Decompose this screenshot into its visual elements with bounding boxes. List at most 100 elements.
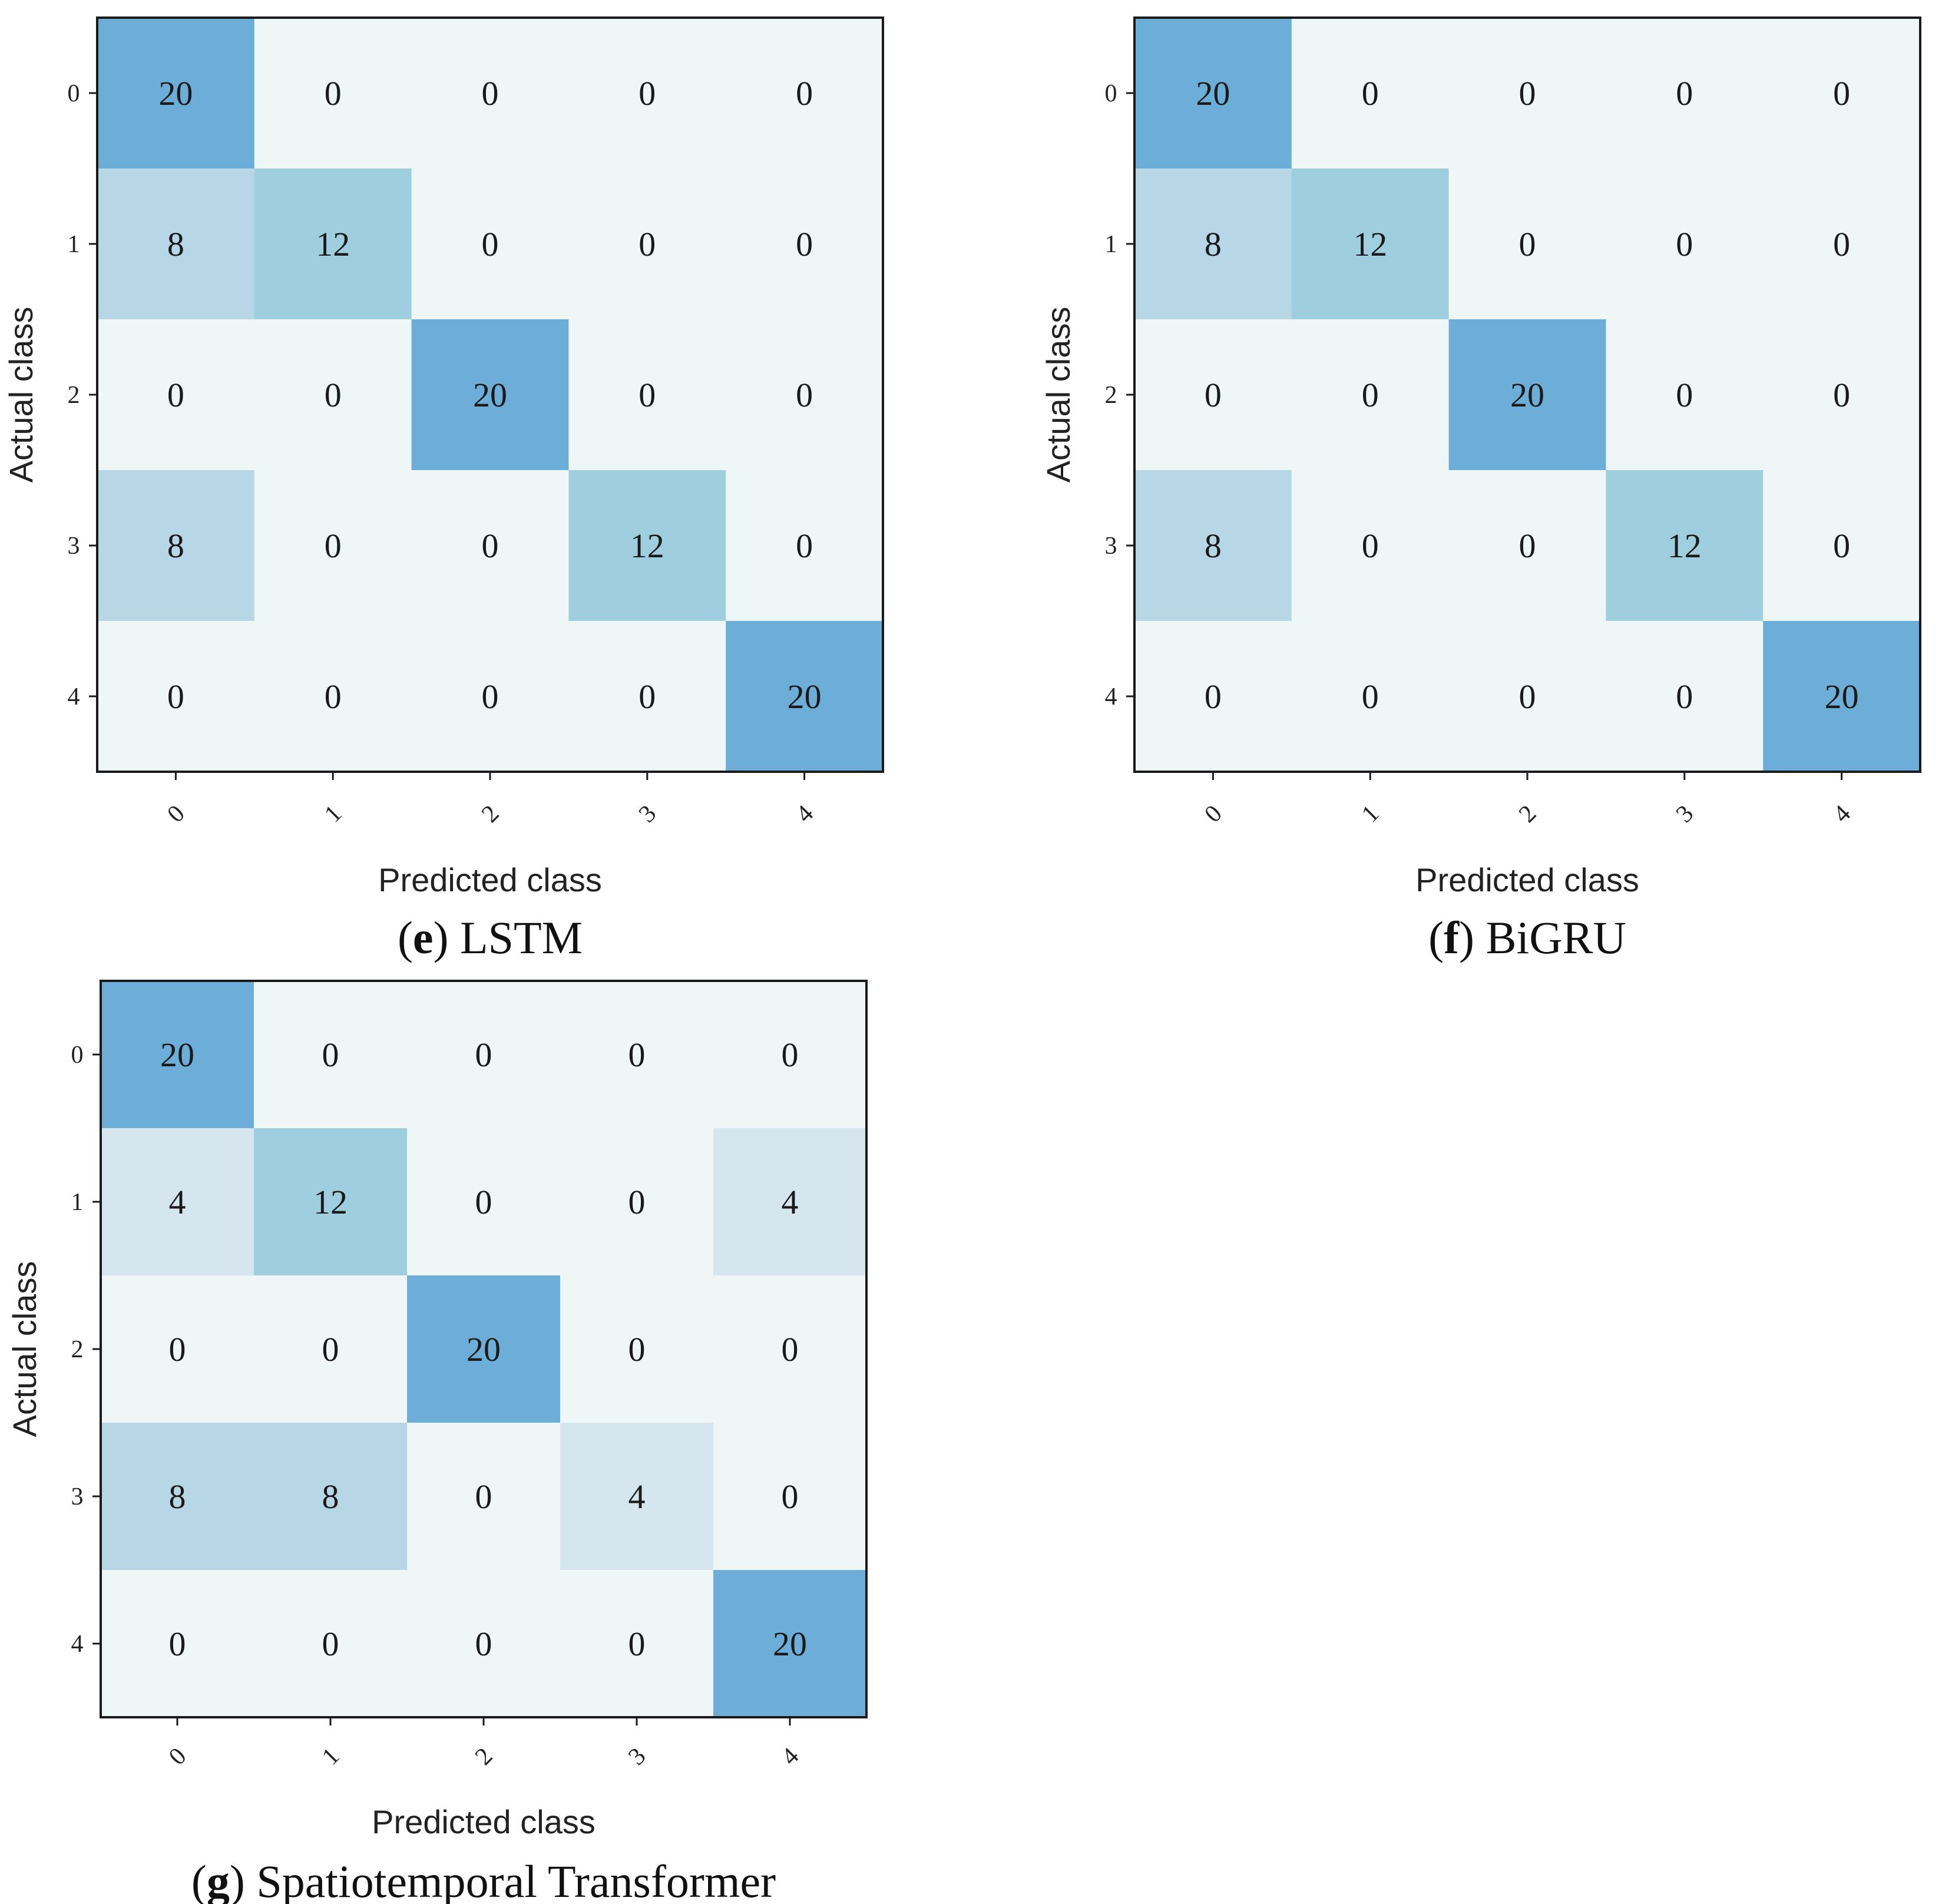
- matrix-cell: [254, 18, 412, 169]
- matrix-cell: [411, 470, 569, 622]
- cell-value: 0: [167, 677, 184, 716]
- cell-value: 20: [788, 677, 822, 716]
- y-tick-label: 0: [68, 80, 80, 107]
- cell-value: 0: [782, 1036, 799, 1074]
- matrix-cell: [1134, 470, 1292, 622]
- matrix-cell: [97, 621, 255, 772]
- matrix-cell: [254, 1423, 408, 1571]
- cell-value: 12: [313, 1183, 348, 1221]
- cell-value: 0: [628, 1625, 646, 1663]
- matrix-cell: [1763, 470, 1921, 622]
- y-tick-label: 1: [71, 1189, 84, 1216]
- matrix-cell: [560, 1423, 714, 1571]
- cell-value: 0: [1362, 677, 1379, 716]
- matrix-cell: [1134, 18, 1292, 169]
- matrix-cell: [568, 470, 726, 622]
- matrix-cell: [568, 18, 726, 169]
- matrix-cell: [560, 1275, 714, 1423]
- matrix-cell: [97, 18, 255, 169]
- matrix-cell: [1606, 18, 1764, 169]
- matrix-cell: [568, 319, 726, 471]
- cell-value: 0: [475, 1183, 492, 1221]
- cell-value: 0: [475, 1625, 492, 1663]
- x-tick-label: 4: [791, 800, 819, 828]
- matrix-cell: [1291, 319, 1450, 471]
- cell-value: 0: [1833, 225, 1850, 263]
- cell-value: 0: [1519, 527, 1536, 565]
- matrix-cell: [1448, 18, 1606, 169]
- cell-value: 12: [316, 225, 350, 263]
- matrix-cell: [254, 981, 408, 1129]
- panel-caption: (g) Spatiotemporal Transformer: [191, 1856, 776, 1904]
- matrix-cell: [254, 1570, 408, 1718]
- cell-value: 8: [1205, 527, 1222, 565]
- matrix-cell: [254, 168, 412, 320]
- y-tick-label: 1: [1105, 231, 1117, 258]
- cell-value: 0: [1676, 677, 1693, 716]
- cell-value: 0: [628, 1330, 646, 1368]
- cell-value: 0: [167, 376, 184, 414]
- matrix-cell: [254, 1128, 408, 1276]
- x-tick-label: 3: [623, 1743, 651, 1770]
- matrix-cell: [1606, 621, 1764, 772]
- matrix-cell: [560, 1570, 714, 1718]
- cell-value: 0: [796, 527, 813, 565]
- cell-value: 0: [638, 225, 656, 263]
- y-tick-label: 1: [68, 231, 80, 258]
- cell-value: 0: [1833, 376, 1850, 414]
- y-axis-label: Actual class: [6, 1261, 43, 1437]
- y-tick-label: 3: [1105, 533, 1117, 560]
- matrix-cell: [411, 319, 569, 471]
- y-tick-label: 2: [71, 1336, 84, 1363]
- cell-value: 0: [475, 1036, 492, 1074]
- cell-value: 0: [325, 527, 342, 565]
- panel-title: ) BiGRU: [1459, 912, 1626, 963]
- cell-value: 20: [467, 1330, 501, 1368]
- matrix-cell: [1763, 18, 1921, 169]
- y-tick-label: 2: [1105, 382, 1117, 409]
- matrix-cell: [1291, 168, 1450, 320]
- matrix-cell: [1763, 621, 1921, 772]
- matrix-cell: [1291, 470, 1450, 622]
- x-tick-label: 3: [1671, 800, 1699, 828]
- cell-value: 0: [482, 225, 499, 263]
- matrix-cell: [1606, 168, 1764, 320]
- y-tick-label: 0: [1105, 80, 1117, 107]
- cell-value: 0: [1519, 225, 1536, 263]
- cell-value: 0: [322, 1330, 339, 1368]
- matrix-cell: [726, 621, 884, 772]
- matrix-cell: [407, 981, 561, 1129]
- matrix-cell: [1606, 319, 1764, 471]
- cell-value: 0: [796, 225, 813, 263]
- x-axis-label: Predicted class: [372, 1803, 595, 1840]
- cell-value: 20: [1510, 376, 1544, 414]
- matrix-cell: [726, 18, 884, 169]
- matrix-cell: [254, 470, 412, 622]
- matrix-cell: [568, 168, 726, 320]
- matrix-cell: [254, 1275, 408, 1423]
- x-tick-label: 0: [164, 1743, 191, 1770]
- matrix-cell: [254, 621, 412, 772]
- y-tick-label: 4: [71, 1631, 84, 1658]
- cell-value: 0: [628, 1183, 646, 1221]
- matrix-cell: [1134, 621, 1292, 772]
- cell-value: 8: [167, 225, 184, 263]
- cell-value: 0: [169, 1330, 186, 1368]
- cell-value: 0: [325, 677, 342, 716]
- cell-value: 0: [638, 74, 656, 113]
- cell-value: 12: [1668, 527, 1702, 565]
- x-tick-label: 1: [319, 800, 347, 828]
- y-tick-label: 0: [71, 1042, 84, 1069]
- matrix-cell: [726, 319, 884, 471]
- matrix-cell: [101, 1423, 254, 1571]
- matrix-cell: [1291, 621, 1450, 772]
- matrix-cell: [1448, 319, 1606, 471]
- matrix-cell: [101, 981, 254, 1129]
- panel-title: ) Spatiotemporal Transformer: [230, 1856, 776, 1904]
- cell-value: 0: [1519, 74, 1536, 113]
- x-tick-label: 4: [1828, 800, 1856, 828]
- matrix-cell: [713, 1275, 867, 1423]
- matrix-cell: [1448, 621, 1606, 772]
- x-tick-label: 0: [1199, 800, 1227, 828]
